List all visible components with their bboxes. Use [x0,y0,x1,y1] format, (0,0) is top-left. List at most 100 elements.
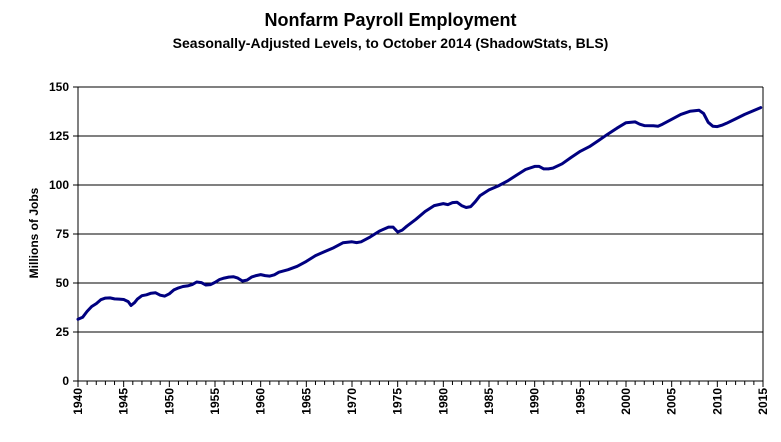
data-point [218,278,221,281]
x-tick-label: 1965 [299,388,313,415]
data-point [597,139,600,142]
data-point [538,165,541,168]
data-point [624,121,628,124]
data-point [191,283,194,286]
x-tick-label: 1970 [345,388,359,415]
data-point [469,205,472,208]
data-point [172,288,176,292]
data-point [296,265,299,268]
data-point [154,291,157,294]
data-point [547,167,550,171]
data-point [606,133,609,136]
data-point [515,174,518,177]
data-point [588,145,591,148]
data-point [341,241,345,244]
data-point [688,110,692,113]
y-tick-label: 0 [62,374,69,388]
data-point [707,121,710,124]
data-point [268,274,271,278]
data-point [369,235,372,239]
data-point [478,194,482,197]
data-point [213,281,217,284]
y-axis-label: Millions of Jobs [27,187,41,278]
data-point [250,275,253,279]
data-point [752,109,756,112]
y-tick-label: 25 [56,325,70,339]
y-tick-label: 100 [49,178,69,192]
data-point [136,297,139,301]
data-point [195,280,198,284]
x-tick-label: 2010 [710,388,724,415]
x-tick-label: 1960 [254,388,268,415]
data-point [133,301,136,304]
data-point [656,125,660,128]
data-point [670,118,673,121]
y-tick-label: 75 [56,227,70,241]
data-point [245,278,249,282]
data-point [433,204,436,207]
data-point [446,203,450,206]
data-point [85,310,89,313]
x-tick-label: 1950 [162,388,176,415]
x-tick-label: 1940 [71,388,85,415]
data-point [391,225,395,229]
data-point [570,156,573,159]
x-tick-label: 2000 [619,388,633,415]
data-point [396,230,399,234]
data-point [159,294,162,297]
y-tick-label: 50 [56,276,70,290]
data-point [350,240,354,243]
data-point [652,124,655,128]
data-point [232,275,235,278]
data-point [117,297,121,301]
data-point [661,123,664,126]
x-tick-label: 2005 [665,388,679,415]
tick-labels: 0 25 50 75 100 125 150 1940 1945 1950 1955 1960 1965… [49,80,770,415]
data-point [181,285,185,288]
x-tick-label: 1955 [208,388,222,415]
data-point [633,120,637,124]
data-point [533,165,536,168]
data-point [355,241,358,244]
data-point [387,225,390,229]
data-point [474,200,477,203]
data-point [579,150,582,153]
data-point [108,296,112,300]
data-point [127,300,130,303]
x-tick-label: 1990 [528,388,542,415]
data-point [145,293,148,296]
data-point [104,296,107,300]
data-point [222,276,226,280]
x-tick-label: 1985 [482,388,496,415]
data-point [209,283,212,286]
data-point [734,117,737,121]
data-point [81,316,84,319]
data-point [314,254,317,257]
data-point [305,260,308,263]
data-point [496,184,500,188]
data-point [277,271,281,274]
x-tick-label: 2015 [756,388,770,415]
data-point [168,292,171,295]
data-point [286,268,290,271]
data-point [711,125,714,128]
data-point [90,305,93,308]
data-point [204,283,208,287]
data-point [697,109,701,112]
data-point [524,168,527,171]
series-layer [76,106,763,321]
x-tick-label: 1980 [436,388,450,415]
data-point [716,125,719,128]
data-point [140,294,144,297]
data-point [401,228,404,232]
data-point [259,273,262,276]
data-point [359,240,363,243]
data-point [643,124,646,127]
data-point [743,113,746,116]
data-point [451,201,454,204]
data-point [177,286,180,290]
axes [73,86,764,387]
x-tick-label: 1975 [391,388,405,415]
